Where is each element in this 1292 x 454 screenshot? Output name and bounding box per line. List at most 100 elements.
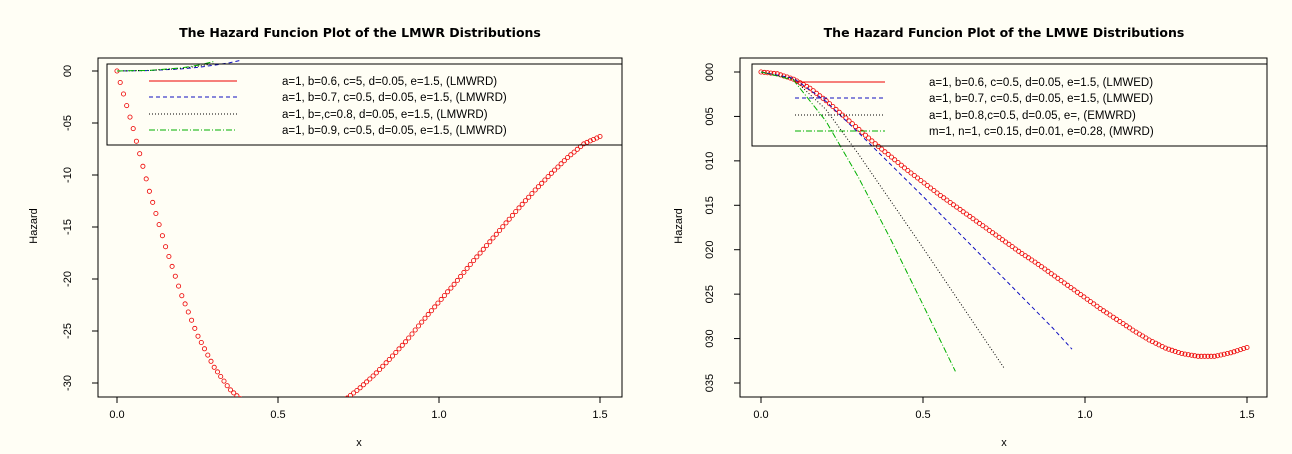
data-point [1172,348,1178,354]
data-point [159,233,165,239]
x-axis-label: x [1001,437,1007,449]
y-tick-label: 010 [704,152,716,170]
legend-item-label: a=1, b=0.7, c=0.5, d=0.05, e=1.5, (LMWRD… [282,92,507,104]
chart-title: The Hazard Funcion Plot of the LMWE Dist… [824,25,1185,40]
data-point [1045,268,1051,274]
data-point [313,411,317,415]
data-point [1202,353,1208,359]
data-point [1195,353,1201,359]
data-point [882,149,888,155]
data-point [251,406,255,410]
legend-box [106,63,623,146]
data-point [309,412,313,416]
data-point [522,198,528,204]
y-tick-label: 00 [62,65,74,77]
data-point [316,410,320,414]
data-point [326,407,330,411]
data-point [892,157,898,163]
data-point [130,126,136,132]
data-point [571,149,577,155]
data-point [329,406,333,410]
series-markers [114,68,603,418]
data-point [351,390,357,396]
data-point [846,118,852,124]
data-point [970,216,976,222]
data-point [990,230,996,236]
data-point [399,342,405,348]
data-point [869,138,875,144]
data-point [163,244,169,250]
data-point [934,190,940,196]
legend-item-label: a=1, b=,c=0.8, d=0.05, e=1.5, (LMWRD) [282,109,488,121]
data-point [1009,244,1015,250]
data-point [182,301,188,307]
legend-item-label: a=1, b=0.6, c=0.5, d=0.05, e=1.5, (LMWED… [929,77,1153,89]
data-point [451,281,457,287]
data-point [1205,353,1211,359]
data-point [889,154,895,160]
data-point [561,158,567,164]
data-point [293,414,297,418]
data-point [412,327,418,333]
data-point [211,364,217,370]
data-point [1192,353,1198,359]
data-point [393,349,399,355]
data-point [438,296,444,302]
data-point [519,201,525,207]
data-point [928,185,934,191]
data-point [1068,285,1074,291]
data-point [941,195,947,201]
data-point [954,204,960,210]
data-point [117,80,123,86]
data-point [918,177,924,183]
data-point [354,387,360,393]
data-point [245,402,249,406]
data-point [898,162,904,168]
y-tick-label: -10 [62,167,74,183]
plot-area: 0.0 0.5 1.0 1.5 000 005 010 015 020 025 030 035 [704,63,1255,421]
data-point [303,413,307,417]
data-point [924,182,930,188]
data-point [853,124,859,130]
x-tick-label: 1.5 [592,409,607,421]
data-point [471,258,477,264]
data-point [1052,273,1058,279]
data-point [1019,250,1025,256]
data-point [506,216,512,222]
data-point [146,188,152,194]
data-point [950,202,956,208]
data-point [1061,280,1067,286]
plot-area: 0.0 0.5 1.0 1.5 00 -05 -10 -15 -20 -25 -30 [62,60,608,421]
data-point [1081,294,1087,300]
data-point [574,146,580,152]
y-tick-label: 025 [704,285,716,303]
data-point [568,152,574,158]
legend: a=1, b=0.6, c=5, d=0.05, e=1.5, (LMWRD) … [106,63,623,146]
data-point [859,129,865,135]
data-point [176,283,182,289]
y-tick-label: 005 [704,107,716,125]
data-point [986,227,992,233]
data-point [227,387,233,393]
x-tick-label: 0.0 [109,409,124,421]
data-point [234,393,240,397]
data-point [192,325,198,331]
data-point [422,315,428,321]
data-point [542,177,548,183]
x-tick-label: 1.0 [431,409,446,421]
data-point [1003,239,1009,245]
data-point [545,174,551,180]
data-point [993,232,999,238]
data-point [322,408,326,412]
data-point [937,192,943,198]
legend-item-label: m=1, n=1, c=0.15, d=0.01, e=0.28, (MWRD) [929,126,1154,138]
x-axis-label: x [356,437,362,449]
data-point [1032,259,1038,265]
data-point [402,339,408,345]
data-point [1071,287,1077,293]
data-point [214,369,220,375]
series-line [760,71,1005,369]
data-point [902,165,908,171]
